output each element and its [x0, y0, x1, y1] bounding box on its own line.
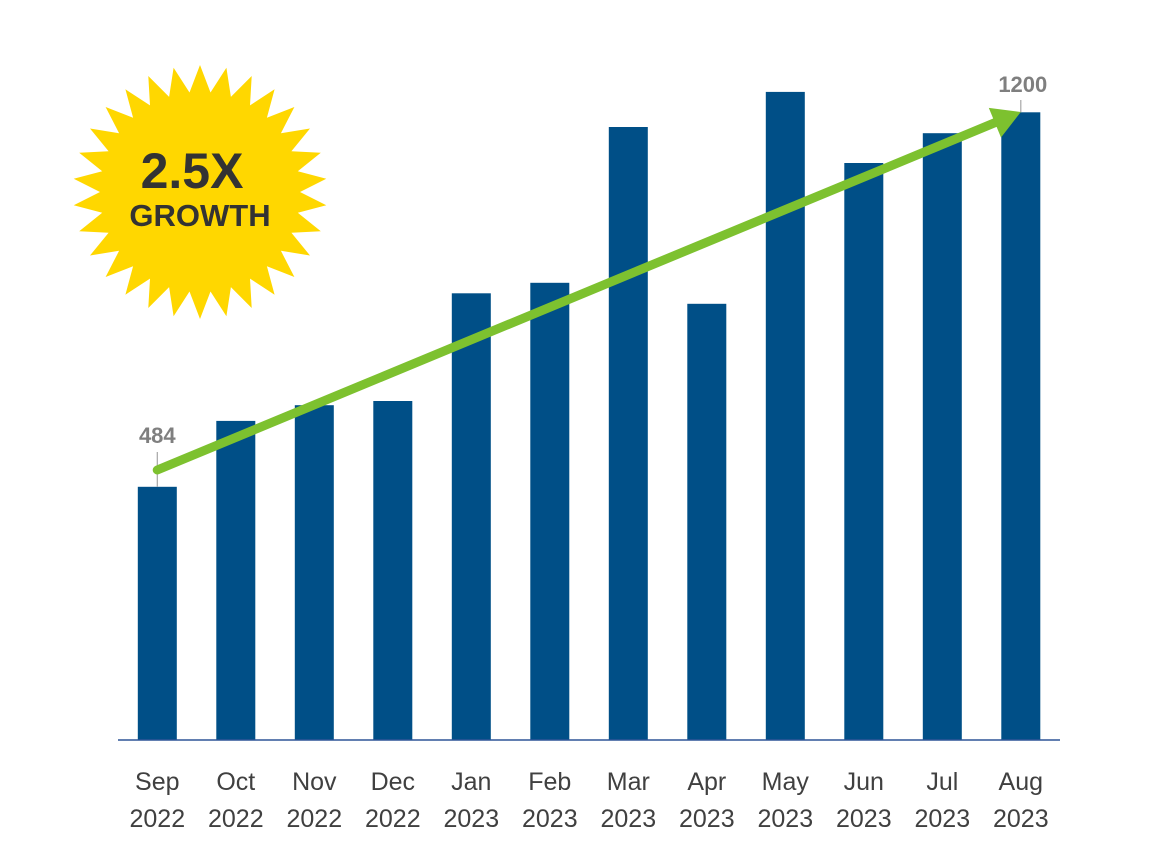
- bar-oct-2022: [216, 420, 256, 740]
- x-tick-label: Dec 2022: [365, 768, 421, 833]
- bar-aug-2023: [1001, 112, 1041, 741]
- trend-line: [152, 118, 1000, 475]
- trend-arrow: [152, 107, 1021, 475]
- bar-feb-2023: [530, 282, 570, 740]
- x-tick-label: Oct 2022: [208, 768, 264, 833]
- badge-multiplier: 2.5X: [141, 143, 244, 199]
- bar-dec-2022: [373, 401, 413, 740]
- x-tick-label: Feb 2023: [522, 768, 578, 833]
- arrowhead-icon: [988, 107, 1021, 138]
- bar-jun-2023: [844, 163, 884, 740]
- bar-jan-2023: [451, 293, 491, 740]
- x-tick-label: May 2023: [757, 768, 813, 833]
- bar-apr-2023: [687, 303, 727, 740]
- x-tick-label: Mar 2023: [600, 768, 656, 833]
- start-value-label: 484: [139, 423, 176, 448]
- x-tick-label: Sep 2022: [129, 768, 185, 833]
- x-tick-label: Nov 2022: [286, 768, 342, 833]
- x-tick-labels: Sep 2022 Oct 2022 Nov 2022 Dec 2022 Jan 2023 Feb 20…: [129, 768, 1048, 833]
- x-tick-label: Jun 2023: [836, 768, 892, 833]
- x-tick-label: Aug 2023: [993, 768, 1049, 833]
- starburst-icon: [73, 65, 327, 319]
- bar-may-2023: [765, 91, 805, 740]
- x-tick-label: Apr 2023: [679, 768, 735, 833]
- bar-nov-2022: [294, 405, 334, 740]
- x-tick-label: Jan 2023: [443, 768, 499, 833]
- bar-series: [137, 91, 1041, 741]
- x-tick-label: Jul 2023: [914, 768, 970, 833]
- badge-growth-label: GROWTH: [129, 198, 270, 233]
- bar-sep-2022: [137, 486, 177, 740]
- growth-starburst-badge: 2.5X GROWTH: [73, 65, 327, 319]
- end-value-label: 1200: [998, 72, 1047, 97]
- bar-mar-2023: [608, 127, 648, 740]
- bar-jul-2023: [922, 133, 962, 740]
